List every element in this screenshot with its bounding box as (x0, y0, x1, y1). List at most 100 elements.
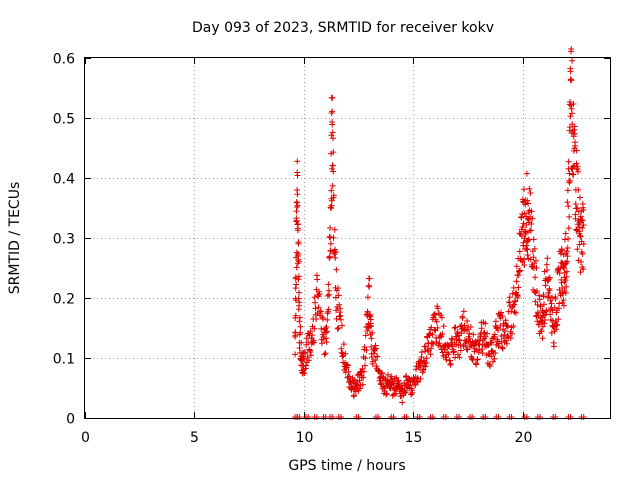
data-point (563, 268, 570, 275)
data-point (461, 322, 468, 329)
data-point (417, 375, 424, 382)
data-point (329, 121, 336, 128)
data-point (433, 338, 440, 345)
data-point (572, 201, 579, 208)
data-point (499, 344, 506, 351)
x-tick-label: 10 (296, 430, 314, 446)
data-point (548, 300, 555, 307)
data-point (328, 165, 335, 172)
data-point (334, 325, 341, 332)
data-point (578, 259, 585, 266)
data-point (570, 171, 577, 178)
data-point (576, 241, 583, 248)
data-point (542, 282, 549, 289)
data-point (335, 285, 342, 292)
data-point (549, 294, 556, 301)
data-point (562, 277, 569, 284)
data-point (369, 329, 376, 336)
data-point (528, 220, 535, 227)
data-point (502, 327, 508, 334)
data-point (467, 343, 473, 350)
data-point (372, 345, 379, 352)
data-point (392, 390, 399, 397)
data-point (293, 281, 300, 288)
data-point (297, 329, 304, 336)
data-point (344, 361, 351, 368)
data-point (309, 332, 316, 339)
data-point (563, 273, 570, 280)
data-point (311, 294, 318, 301)
data-point (295, 273, 302, 280)
data-point (297, 323, 304, 330)
data-point (577, 213, 584, 220)
data-point (543, 308, 550, 315)
data-point (491, 331, 498, 338)
data-point (562, 230, 569, 237)
data-point (532, 257, 539, 264)
data-point (307, 348, 314, 355)
data-point (333, 307, 340, 314)
data-point (577, 269, 584, 276)
data-point (492, 349, 499, 356)
data-point (521, 256, 528, 263)
data-point (523, 221, 530, 228)
data-point (572, 142, 579, 149)
data-point (362, 362, 368, 369)
data-point (295, 239, 302, 246)
data-point (567, 76, 574, 83)
data-point (506, 294, 513, 301)
data-point (295, 250, 302, 257)
data-point (329, 182, 336, 189)
chart-title: Day 093 of 2023, SRMTID for receiver kok… (192, 20, 494, 36)
data-point (489, 358, 496, 365)
data-point (428, 324, 435, 331)
data-point (565, 235, 572, 242)
data-point (539, 323, 546, 330)
y-axis-label: SRMTID / TECUs (7, 182, 23, 295)
data-point (511, 301, 518, 308)
data-point (402, 389, 409, 396)
data-point (295, 258, 302, 265)
data-point (529, 215, 536, 222)
data-point (473, 361, 480, 368)
data-point (561, 236, 568, 243)
y-tick-label: 0.5 (53, 112, 75, 128)
data-point (314, 276, 321, 283)
data-point (574, 205, 581, 212)
data-point (474, 356, 481, 363)
data-point (292, 312, 299, 319)
data-point (532, 298, 539, 305)
data-point (330, 135, 337, 142)
data-point (346, 373, 353, 380)
data-point (504, 323, 511, 330)
data-point (383, 391, 390, 398)
data-point (399, 399, 406, 406)
data-point (430, 340, 437, 347)
data-point (431, 311, 438, 318)
data-point (321, 351, 328, 358)
data-point (495, 343, 502, 350)
data-point (329, 162, 336, 169)
data-point (544, 255, 551, 262)
data-point (424, 347, 431, 354)
data-point (322, 329, 329, 336)
data-point (541, 320, 548, 327)
data-point (550, 343, 557, 350)
data-point (566, 99, 573, 106)
data-point (434, 305, 441, 312)
data-point (409, 389, 416, 396)
data-point (383, 390, 390, 397)
data-point (570, 100, 577, 107)
data-point (538, 328, 545, 335)
data-point (579, 217, 586, 224)
y-tick-label: 0.3 (53, 232, 75, 248)
data-point (422, 348, 429, 355)
data-point (571, 130, 578, 137)
data-point (331, 226, 338, 233)
data-point (513, 263, 520, 270)
data-point (484, 330, 491, 337)
data-point (539, 335, 546, 342)
data-point (302, 350, 309, 357)
data-point (550, 323, 557, 330)
data-point (522, 229, 529, 236)
